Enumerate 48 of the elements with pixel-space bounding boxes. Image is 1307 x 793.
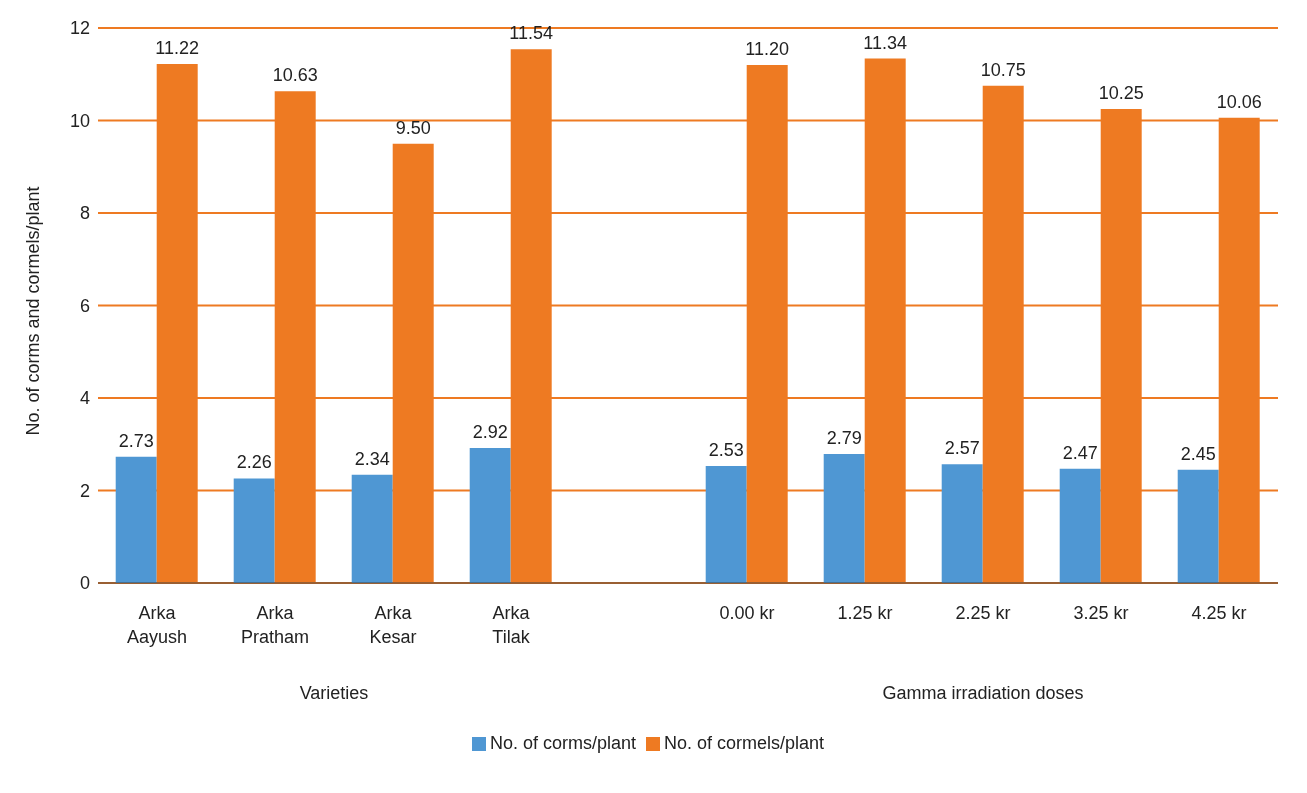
data-label: 9.50: [395, 117, 431, 138]
bar: [941, 464, 983, 583]
x-tick-label: 3.25 kr: [1073, 603, 1129, 623]
bar: [1059, 468, 1101, 583]
data-label: 10.25: [1098, 82, 1144, 103]
x-tick-label: 4.25 kr: [1191, 603, 1247, 623]
x-tick-label: Arka Kesar: [369, 603, 417, 647]
x-tick-label: 2.25 kr: [955, 603, 1011, 623]
legend-label: No. of cormels/plant: [663, 733, 825, 753]
data-label: 10.06: [1216, 91, 1262, 112]
x-tick-label: 1.25 kr: [837, 603, 893, 623]
bar: [233, 478, 275, 583]
data-label: 10.63: [272, 65, 318, 86]
data-label: 2.53: [708, 439, 744, 460]
y-tick-label: 2: [79, 480, 90, 501]
data-label: 2.26: [236, 452, 272, 473]
y-tick-label: 10: [69, 110, 90, 131]
bar: [823, 453, 865, 583]
data-label: 2.57: [944, 438, 980, 459]
data-label: 2.73: [118, 430, 154, 451]
y-tick-label: 0: [79, 573, 90, 594]
x-tick-label: Arka Aayush: [126, 603, 188, 647]
data-label: 2.45: [1180, 443, 1216, 464]
data-label: 11.54: [509, 23, 554, 44]
data-label: 11.34: [863, 32, 908, 53]
data-label: 11.20: [745, 39, 790, 59]
data-label: 2.34: [354, 448, 390, 469]
y-tick-label: 6: [79, 295, 90, 316]
y-axis-title: No. of corms and cormels/plant: [23, 186, 44, 436]
y-tick-label: 4: [79, 388, 90, 409]
x-tick-label: 0.00 kr: [719, 603, 775, 623]
data-label: 10.75: [980, 59, 1026, 80]
bar: [1177, 469, 1219, 583]
x-tick-label: Arka Pratham: [240, 603, 310, 647]
y-tick-label: 12: [69, 18, 90, 39]
bar: [705, 465, 747, 583]
data-label: 2.47: [1062, 442, 1098, 463]
y-tick-label: 8: [79, 203, 90, 224]
bar: [115, 456, 157, 583]
data-label: 2.92: [472, 421, 508, 442]
bar: [351, 474, 393, 583]
data-label: 11.22: [155, 38, 200, 59]
x-tick-label: Arka Tilak: [492, 603, 531, 647]
text: Gamma irradiation doses: [881, 683, 1085, 704]
data-label: 2.79: [826, 427, 862, 448]
text: Varieties: [298, 683, 370, 704]
legend-label: No. of corms/plant: [489, 733, 636, 753]
bar: [469, 447, 511, 583]
